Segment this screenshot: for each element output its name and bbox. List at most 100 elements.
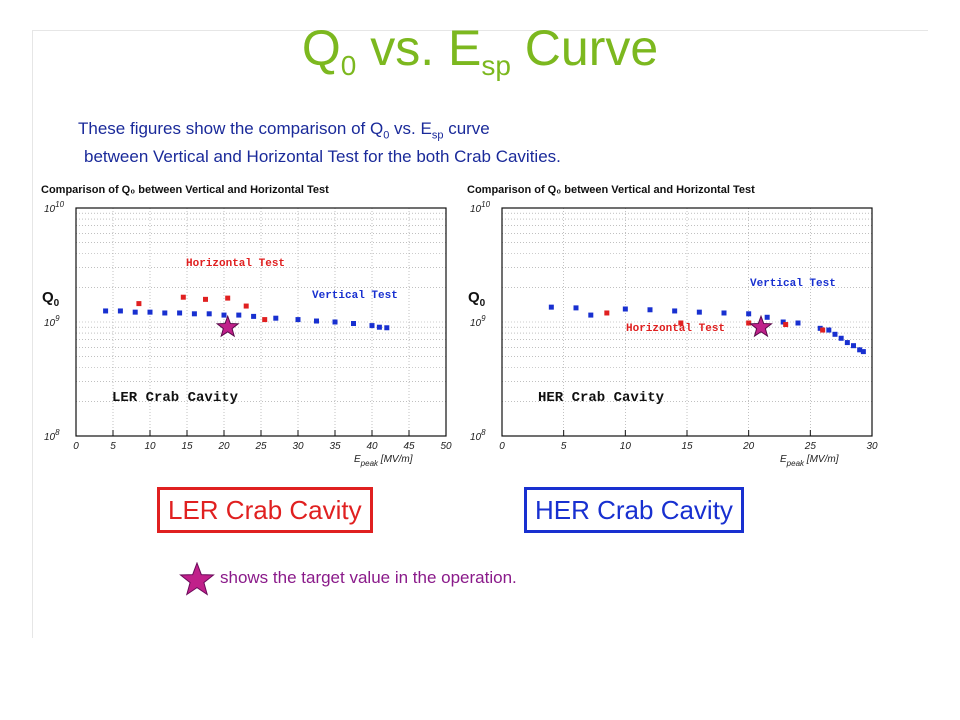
- horizontal-test-point: [604, 310, 610, 316]
- her-crab-cavity-label: HER Crab Cavity: [524, 487, 744, 533]
- horizontal-test-legend: Horizontal Test: [626, 323, 725, 335]
- horizontal-test-point: [243, 303, 249, 309]
- target-star-icon: [179, 562, 215, 596]
- vertical-test-point: [588, 312, 594, 318]
- y-axis-label: Q0: [42, 289, 60, 309]
- description-text: These figures show the comparison of Q0 …: [78, 118, 561, 168]
- vertical-test-point: [376, 324, 382, 330]
- y-axis-label: Q0: [468, 289, 486, 309]
- vertical-test-point: [295, 317, 301, 323]
- x-tick-label: 10: [620, 441, 632, 452]
- horizontal-test-point: [180, 294, 186, 300]
- vertical-test-point: [844, 340, 850, 346]
- horizontal-test-point: [783, 322, 789, 328]
- vertical-test-point: [251, 313, 257, 319]
- x-tick-label: 30: [292, 441, 304, 452]
- vertical-test-point: [177, 310, 183, 316]
- x-tick-label: 50: [440, 441, 452, 452]
- vertical-test-point: [221, 312, 227, 318]
- horizontal-test-legend: Horizontal Test: [186, 258, 285, 270]
- vertical-test-point: [147, 309, 153, 315]
- description-line-2: between Vertical and Horizontal Test for…: [84, 147, 561, 167]
- title-sub-sp: sp: [481, 50, 511, 81]
- vertical-test-point: [191, 311, 197, 317]
- vertical-test-point: [860, 349, 866, 355]
- y-tick-label: 108: [44, 428, 60, 443]
- horizontal-test-point: [678, 320, 684, 326]
- description-part-c: curve: [443, 119, 490, 138]
- description-line-1: These figures show the comparison of Q0 …: [78, 118, 561, 146]
- x-axis-label: Epeak [MV/m]: [780, 454, 839, 468]
- vertical-test-point: [314, 318, 319, 324]
- description-sub-sp: sp: [431, 129, 444, 142]
- x-tick-label: 0: [73, 441, 79, 452]
- target-star-marker: [215, 314, 240, 338]
- vertical-test-point: [857, 347, 863, 353]
- vertical-test-point: [369, 323, 375, 329]
- vertical-test-point: [548, 304, 554, 310]
- vertical-test-point: [273, 315, 279, 321]
- x-tick-label: 10: [144, 441, 156, 452]
- vertical-test-point: [832, 331, 838, 337]
- x-tick-label: 30: [866, 441, 878, 452]
- vertical-test-point: [672, 308, 678, 314]
- vertical-test-point: [696, 309, 702, 315]
- x-tick-label: 20: [217, 441, 230, 452]
- x-tick-label: 15: [181, 441, 193, 452]
- ler-crab-cavity-label: LER Crab Cavity: [157, 487, 373, 533]
- ler-q0-chart: Comparison of Q₀ between Vertical and Ho…: [41, 184, 452, 468]
- vertical-test-point: [117, 308, 123, 314]
- title-vs-e: vs. E: [356, 20, 482, 76]
- description-part-a: These figures show the comparison of Q: [78, 119, 384, 138]
- chart-title: Comparison of Q₀ between Vertical and Ho…: [41, 184, 329, 196]
- horizontal-test-point: [820, 327, 826, 333]
- vertical-test-point: [746, 311, 752, 317]
- cavity-annotation: LER Crab Cavity: [112, 390, 239, 406]
- horizontal-test-point: [746, 320, 752, 326]
- y-tick-label: 109: [44, 314, 60, 329]
- vertical-test-point: [721, 310, 727, 316]
- slide-frame-top: [32, 30, 928, 31]
- cavity-annotation: HER Crab Cavity: [538, 390, 665, 406]
- description-sub-0: 0: [383, 129, 390, 142]
- title-sub-0: 0: [340, 50, 357, 81]
- vertical-test-legend: Vertical Test: [312, 290, 398, 302]
- x-tick-label: 35: [329, 441, 341, 452]
- target-note: shows the target value in the operation.: [220, 568, 517, 587]
- x-tick-label: 5: [110, 441, 116, 452]
- x-tick-label: 40: [366, 441, 378, 452]
- horizontal-test-point: [262, 317, 268, 323]
- target-star-marker: [749, 314, 773, 338]
- vertical-test-point: [103, 308, 109, 314]
- x-tick-label: 15: [681, 441, 693, 452]
- vertical-test-point: [236, 312, 242, 318]
- vertical-test-point: [795, 320, 801, 326]
- y-tick-label: 1010: [44, 200, 65, 215]
- description-part-b: vs. E: [389, 119, 432, 138]
- vertical-test-point: [764, 314, 770, 320]
- chart-title: Comparison of Q₀ between Vertical and Ho…: [467, 184, 755, 196]
- y-tick-label: 108: [470, 428, 486, 443]
- vertical-test-point: [622, 306, 628, 312]
- horizontal-test-point: [203, 296, 208, 302]
- horizontal-test-point: [136, 301, 142, 307]
- horizontal-test-point: [225, 295, 231, 301]
- vertical-test-point: [826, 327, 832, 333]
- x-tick-label: 20: [742, 441, 755, 452]
- x-tick-label: 25: [254, 441, 267, 452]
- vertical-test-point: [838, 335, 844, 341]
- vertical-test-point: [851, 343, 856, 349]
- vertical-test-point: [132, 309, 138, 315]
- slide-title: Q0 vs. Esp Curve: [0, 18, 960, 96]
- vertical-test-point: [351, 321, 356, 327]
- vertical-test-point: [332, 319, 338, 325]
- y-tick-label: 109: [470, 314, 486, 329]
- y-tick-label: 1010: [470, 200, 491, 215]
- vertical-test-point: [573, 305, 579, 311]
- vertical-test-point: [162, 310, 168, 316]
- x-tick-label: 0: [499, 441, 505, 452]
- her-q0-chart: Comparison of Q₀ between Vertical and Ho…: [467, 184, 878, 468]
- vertical-test-legend: Vertical Test: [750, 278, 836, 290]
- vertical-test-point: [206, 311, 212, 317]
- vertical-test-point: [384, 325, 390, 331]
